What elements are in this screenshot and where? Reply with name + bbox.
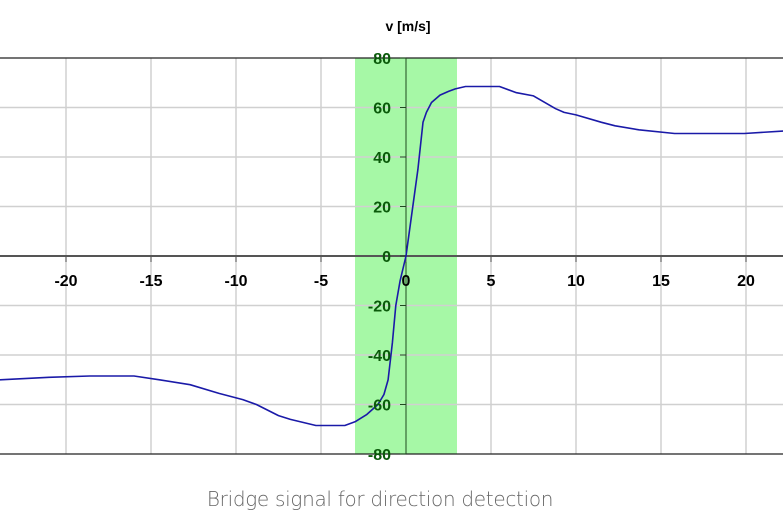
y-tick-label: 40	[373, 150, 391, 167]
x-tick-label: 10	[567, 273, 585, 290]
x-tick-label: 20	[737, 273, 755, 290]
y-tick-label: -60	[368, 398, 391, 415]
x-tick-label: 15	[652, 273, 670, 290]
x-tick-label: -15	[139, 273, 162, 290]
data-series-v	[0, 85, 783, 427]
axes	[0, 57, 783, 455]
x-tick-label: -5	[314, 273, 328, 290]
y-tick-label: 60	[373, 101, 391, 118]
tick-labels: -20 -15 -10 -5 0 5 10 15 20 80 60 40 20 0 -20 -40 -60 -80	[54, 51, 755, 464]
y-axis-title: v [m/s]	[385, 18, 430, 34]
y-tick-label: 80	[373, 51, 391, 68]
x-tick-label: 0	[402, 273, 411, 290]
y-tick-label: -20	[368, 299, 391, 316]
x-tick-label: 5	[487, 273, 496, 290]
series-line	[0, 85, 783, 427]
x-tick-label: -10	[224, 273, 247, 290]
chart: -20 -15 -10 -5 0 5 10 15 20 80 60 40 20 0 -20 -40 -60 -80…	[0, 18, 783, 464]
y-tick-label: -40	[368, 348, 391, 365]
y-tick-label: 20	[373, 200, 391, 217]
figure-caption: Bridge signal for direction detection	[206, 487, 554, 511]
y-tick-label: -80	[368, 447, 391, 464]
x-tick-label: -20	[54, 273, 77, 290]
y-tick-label: 0	[382, 249, 391, 266]
